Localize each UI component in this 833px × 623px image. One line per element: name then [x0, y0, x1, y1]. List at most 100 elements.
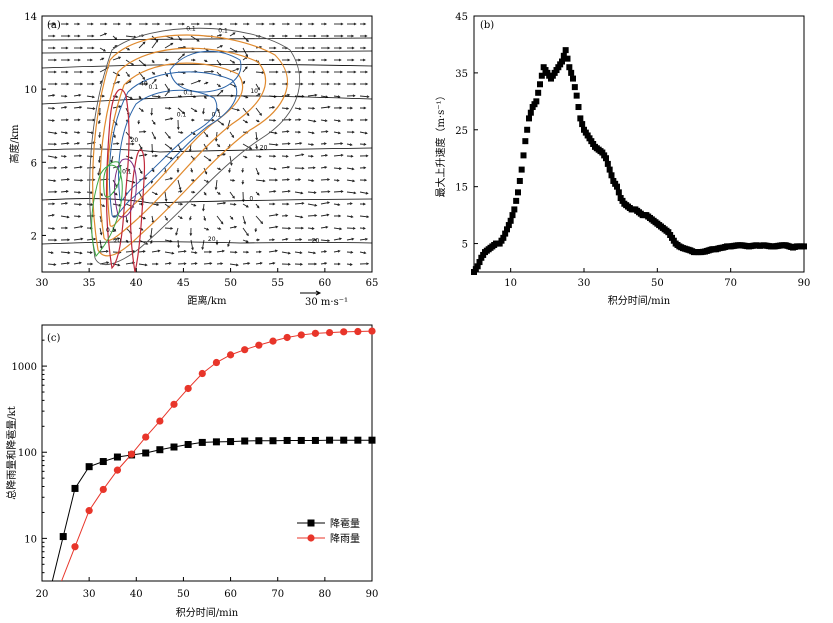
contour-label: 0.1 — [212, 112, 222, 119]
wind-vector — [255, 71, 264, 74]
wind-vector — [294, 142, 302, 145]
wind-vector-head — [214, 187, 218, 191]
wind-vector-head — [182, 53, 186, 57]
wind-vector-head — [349, 263, 353, 266]
wind-vector-head — [194, 109, 198, 112]
wind-vector-head — [90, 22, 94, 26]
wind-vector — [203, 262, 212, 265]
wind-vector-head — [272, 261, 276, 265]
panel-b-point — [766, 243, 773, 250]
wind-vector — [268, 262, 275, 265]
wind-vector — [333, 131, 341, 134]
wind-vector-head — [220, 89, 224, 93]
wind-vector-head — [261, 22, 265, 26]
wind-vector-head — [152, 72, 156, 75]
wind-vector — [359, 191, 368, 194]
panel-b-xlabel: 积分时间/min — [608, 294, 671, 307]
wind-vector-head — [311, 179, 315, 182]
wind-vector-head — [244, 155, 248, 159]
panel-b-y-tick-label: 5 — [462, 240, 468, 251]
wind-vector-head — [89, 58, 93, 62]
wind-vector-head — [259, 261, 263, 265]
wind-vector-head — [91, 34, 95, 38]
wind-vector-head — [323, 142, 327, 146]
wind-vector-head — [325, 154, 329, 157]
wind-vector — [320, 166, 327, 169]
wind-vector-head — [247, 262, 251, 265]
wind-vector-head — [273, 167, 277, 171]
wind-vector — [216, 45, 223, 49]
panel-a-y-tick-label: 14 — [24, 12, 37, 23]
panel-c-ylabel: 总降雨量和降雹量/kt — [5, 406, 18, 499]
panel-b-point — [678, 244, 685, 251]
wind-vector — [202, 203, 205, 211]
panel-b-point — [685, 246, 692, 253]
wind-vector — [333, 238, 342, 241]
wind-vector — [60, 106, 67, 109]
wind-vector — [242, 215, 246, 224]
wind-vector — [190, 251, 197, 254]
wind-vector-head — [313, 119, 317, 123]
wind-vector-head — [91, 70, 95, 74]
wind-vector-head — [246, 113, 250, 117]
panel-b-point — [570, 75, 576, 82]
wind-vector-head — [257, 93, 261, 96]
wind-vector-head — [312, 106, 316, 110]
panel-b-point — [696, 249, 703, 256]
wind-vector — [190, 262, 197, 265]
wind-vector — [281, 190, 291, 193]
wind-vector-head — [92, 166, 96, 169]
wind-vector-head — [137, 121, 141, 125]
contour-label: 10 — [250, 88, 258, 95]
wind-vector-head — [327, 105, 331, 109]
panel-a-x-tick-label: 55 — [271, 278, 284, 289]
wind-vector — [307, 214, 317, 217]
wind-vector-head — [219, 33, 223, 37]
wind-vector — [164, 117, 173, 121]
red-contour — [129, 149, 145, 273]
panel-c-point-circle — [85, 507, 93, 515]
wind-vector-head — [154, 154, 158, 158]
panel-c-point-circle — [269, 337, 277, 345]
wind-vector-head — [221, 122, 225, 126]
wind-vector — [359, 251, 366, 254]
wind-vector-head — [54, 82, 58, 86]
wind-vector-head — [169, 22, 173, 26]
wind-vector — [242, 203, 249, 208]
wind-vector-head — [285, 237, 289, 241]
panel-b-point — [659, 224, 666, 231]
wind-vector-head — [273, 46, 277, 50]
panel-c-tag: (c) — [47, 333, 61, 344]
wind-vector-head — [78, 261, 82, 265]
panel-c-y-tick-label: 1000 — [12, 362, 37, 373]
wind-vector-head — [362, 226, 366, 230]
panel-c-point-square — [184, 440, 192, 448]
wind-vector-head — [275, 178, 279, 182]
panel-c-point-square — [340, 436, 348, 444]
wind-vector-head — [340, 142, 344, 145]
wind-vector-head — [363, 142, 367, 146]
wind-vector — [86, 251, 93, 254]
wind-vector-head — [220, 262, 224, 265]
legend-label: 降雨量 — [330, 532, 360, 545]
wind-vector-head — [222, 153, 226, 156]
wind-vector-head — [218, 227, 222, 230]
wind-vector — [227, 239, 231, 247]
panel-c-point-circle — [113, 466, 122, 474]
panel-b-point — [762, 242, 769, 249]
wind-vector-head — [52, 106, 56, 110]
wind-vector — [346, 179, 355, 182]
wind-vector-head — [337, 131, 341, 135]
contour-label: 40 — [140, 80, 148, 87]
panel-b-point — [648, 216, 655, 223]
panel-c-point-square — [156, 446, 164, 454]
wind-vector-head — [189, 217, 192, 221]
wind-vector — [333, 190, 343, 193]
panel-b-point — [788, 243, 795, 250]
panel-c-x-tick-label: 70 — [271, 589, 284, 600]
wind-vector-head — [104, 32, 108, 36]
wind-vector-head — [164, 198, 168, 202]
wind-vector-head — [181, 111, 185, 115]
panel-c-point-circle — [142, 433, 150, 441]
wind-vector-head — [298, 118, 302, 122]
